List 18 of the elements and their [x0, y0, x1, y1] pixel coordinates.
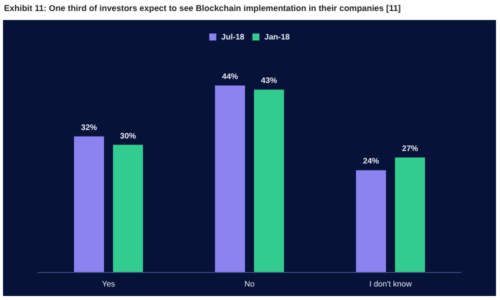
data-label: 30%	[120, 131, 136, 140]
x-tick-label: I don't know	[369, 280, 412, 288]
bar	[254, 90, 284, 272]
data-label: 24%	[362, 156, 380, 166]
bar	[395, 158, 425, 272]
data-label: 27%	[402, 144, 418, 154]
data-label: 32%	[80, 122, 98, 132]
legend-label: Jan-18	[264, 32, 290, 42]
bar	[215, 85, 245, 272]
data-label: 44%	[222, 72, 238, 81]
bar	[113, 144, 143, 272]
x-tick-label: No	[244, 280, 256, 288]
bar	[74, 136, 104, 272]
bar	[356, 170, 386, 272]
chart-title: Exhibit 11: One third of investors expect to see Blockchain implementation in their companies [11]	[4, 3, 402, 13]
legend-label: Jul-18	[221, 32, 245, 42]
data-label: 43%	[260, 76, 278, 86]
x-tick-label: Yes	[102, 280, 116, 288]
